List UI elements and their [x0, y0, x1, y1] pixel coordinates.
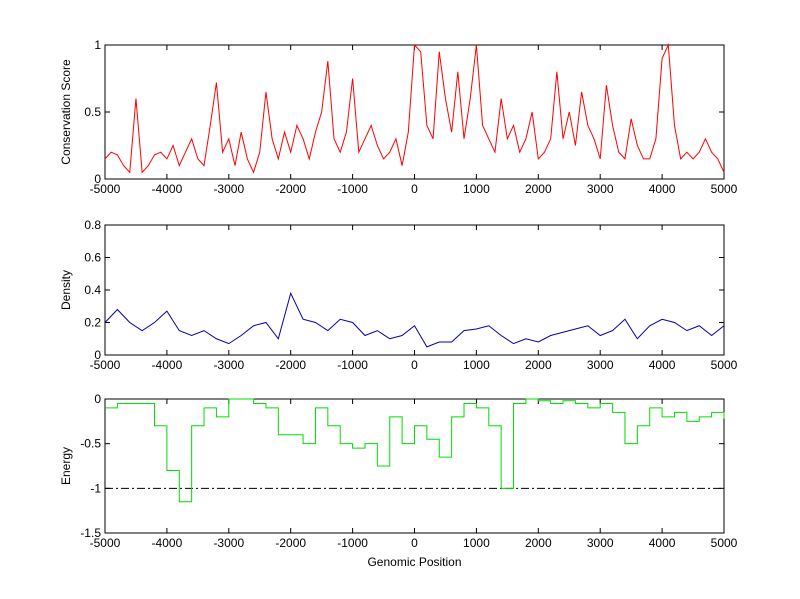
x-tick-label: 4000	[649, 182, 676, 196]
x-tick-label: -2000	[275, 182, 306, 196]
x-tick-label: 1000	[463, 182, 490, 196]
y-tick-label: 0.5	[84, 105, 101, 119]
x-tick-label: 3000	[587, 536, 614, 550]
y-axis-label: Conservation Score	[59, 59, 73, 165]
x-tick-label: 5000	[711, 182, 738, 196]
x-tick-label: 4000	[649, 536, 676, 550]
x-tick-label: -1000	[337, 536, 368, 550]
y-tick-label: -1	[90, 481, 101, 495]
y-tick-label: 0.6	[84, 251, 101, 265]
x-tick-label: 1000	[463, 358, 490, 372]
y-tick-label: 0	[94, 392, 101, 406]
y-tick-label: 1	[94, 38, 101, 52]
y-axis-label: Energy	[59, 447, 73, 485]
y-tick-label: 0	[94, 172, 101, 186]
x-tick-label: -1000	[337, 182, 368, 196]
x-tick-label: 0	[411, 536, 418, 550]
y-tick-label: -0.5	[80, 437, 101, 451]
x-tick-label: -5000	[90, 182, 121, 196]
data-line	[104, 291, 725, 348]
x-tick-label: -2000	[275, 536, 306, 550]
x-tick-label: -4000	[152, 536, 183, 550]
x-tick-label: 4000	[649, 358, 676, 372]
x-tick-label: 3000	[587, 358, 614, 372]
data-line	[105, 398, 725, 503]
x-tick-label: -3000	[213, 358, 244, 372]
x-tick-label: -4000	[152, 358, 183, 372]
y-tick-label: -1.5	[80, 526, 101, 540]
x-tick-label: -4000	[152, 182, 183, 196]
x-tick-label: 5000	[711, 358, 738, 372]
y-tick-label: 0	[94, 348, 101, 362]
x-tick-label: 0	[411, 358, 418, 372]
x-tick-label: -2000	[275, 358, 306, 372]
x-tick-label: 2000	[525, 358, 552, 372]
x-tick-label: 2000	[525, 536, 552, 550]
y-axis-label: Density	[59, 270, 73, 310]
x-tick-label: 3000	[587, 182, 614, 196]
x-tick-label: 5000	[711, 536, 738, 550]
y-tick-label: 0.4	[84, 283, 101, 297]
axes-box	[104, 398, 725, 534]
x-tick-label: -3000	[213, 182, 244, 196]
y-tick-label: 0.2	[84, 316, 101, 330]
x-tick-label: -3000	[213, 536, 244, 550]
data-line	[104, 43, 725, 174]
x-tick-label: 1000	[463, 536, 490, 550]
x-tick-label: 0	[411, 182, 418, 196]
x-tick-label: -5000	[90, 536, 121, 550]
y-tick-label: 0.8	[84, 218, 101, 232]
x-tick-label: 2000	[525, 182, 552, 196]
axes-box	[104, 224, 725, 356]
axes-box	[104, 44, 725, 180]
x-tick-label: -5000	[90, 358, 121, 372]
x-tick-label: -1000	[337, 358, 368, 372]
x-axis-label: Genomic Position	[367, 555, 461, 569]
